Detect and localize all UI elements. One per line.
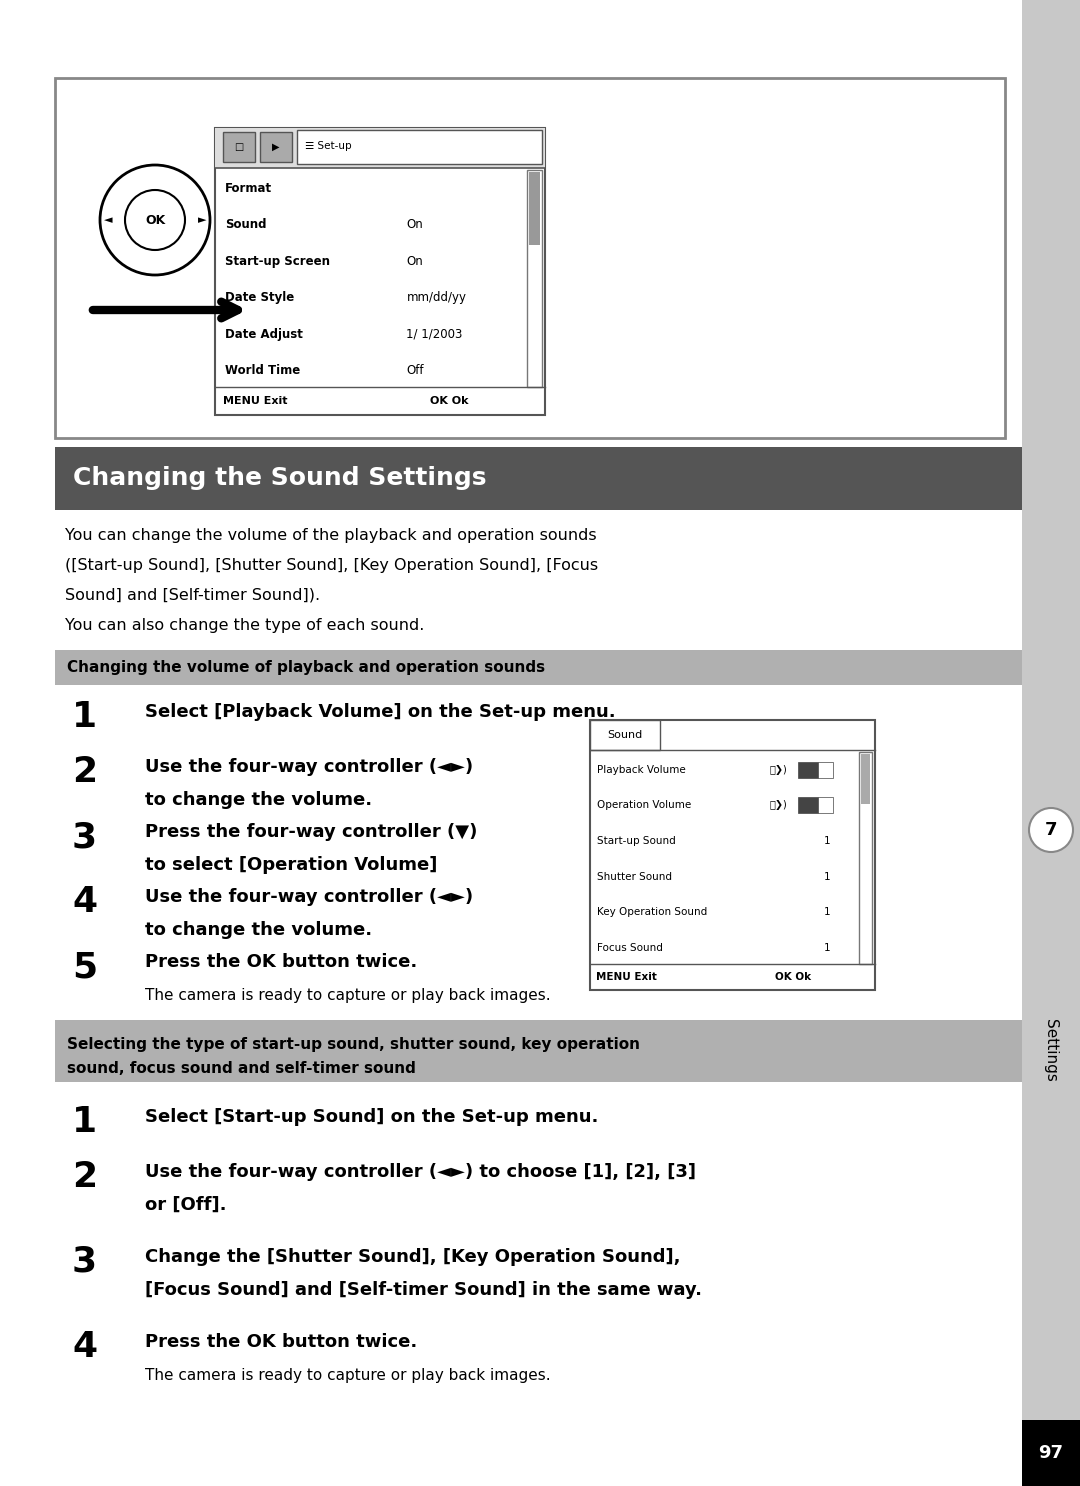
Text: Date Adjust: Date Adjust — [225, 327, 302, 340]
Text: Use the four-way controller (◄►): Use the four-way controller (◄►) — [145, 889, 473, 906]
Text: Start-up Screen: Start-up Screen — [225, 254, 330, 267]
Text: 1: 1 — [824, 908, 831, 917]
Text: Sound] and [Self-timer Sound]).: Sound] and [Self-timer Sound]). — [65, 588, 320, 603]
Text: World Time: World Time — [225, 364, 300, 377]
Circle shape — [1029, 808, 1074, 851]
Text: 1: 1 — [824, 837, 831, 846]
Text: ☰ Set-up: ☰ Set-up — [305, 141, 352, 152]
FancyBboxPatch shape — [55, 77, 1005, 438]
Text: OK: OK — [145, 214, 165, 226]
FancyBboxPatch shape — [1022, 1421, 1080, 1486]
Text: 7: 7 — [1044, 820, 1057, 840]
Text: Press the OK button twice.: Press the OK button twice. — [145, 1333, 417, 1351]
FancyBboxPatch shape — [590, 721, 875, 990]
Text: [Focus Sound] and [Self-timer Sound] in the same way.: [Focus Sound] and [Self-timer Sound] in … — [145, 1281, 702, 1299]
Text: 1: 1 — [824, 944, 831, 953]
Text: Format: Format — [225, 181, 272, 195]
Text: Start-up Sound: Start-up Sound — [597, 837, 676, 846]
Text: Press the four-way controller (▼): Press the four-way controller (▼) — [145, 823, 477, 841]
FancyBboxPatch shape — [859, 752, 872, 964]
FancyBboxPatch shape — [797, 798, 818, 813]
FancyBboxPatch shape — [297, 129, 542, 163]
Text: to change the volume.: to change the volume. — [145, 921, 373, 939]
Text: You can change the volume of the playback and operation sounds: You can change the volume of the playbac… — [65, 528, 596, 542]
Text: ⦿❯): ⦿❯) — [770, 765, 787, 774]
Text: ◄: ◄ — [104, 215, 112, 224]
Text: 1: 1 — [72, 1106, 97, 1138]
Text: Settings: Settings — [1043, 1018, 1058, 1082]
FancyBboxPatch shape — [1022, 0, 1080, 1486]
FancyBboxPatch shape — [818, 762, 833, 777]
Text: to change the volume.: to change the volume. — [145, 791, 373, 808]
Text: 2: 2 — [72, 755, 97, 789]
Text: OK Ok: OK Ok — [775, 972, 811, 982]
FancyBboxPatch shape — [222, 132, 255, 162]
Circle shape — [125, 190, 185, 250]
Text: MENU Exit: MENU Exit — [596, 972, 657, 982]
Text: Date Style: Date Style — [225, 291, 294, 305]
Text: Press the OK button twice.: Press the OK button twice. — [145, 953, 417, 970]
Text: 1: 1 — [824, 872, 831, 881]
Text: Operation Volume: Operation Volume — [597, 801, 691, 810]
Text: 4: 4 — [72, 886, 97, 918]
Text: Playback Volume: Playback Volume — [597, 765, 686, 774]
Text: Changing the volume of playback and operation sounds: Changing the volume of playback and oper… — [67, 660, 545, 675]
FancyBboxPatch shape — [55, 649, 1022, 685]
Text: Shutter Sound: Shutter Sound — [597, 872, 672, 881]
Text: 1/ 1/2003: 1/ 1/2003 — [406, 327, 462, 340]
Text: MENU Exit: MENU Exit — [222, 395, 287, 406]
Text: On: On — [406, 254, 423, 267]
Circle shape — [100, 165, 210, 275]
Text: ▶: ▶ — [272, 143, 280, 152]
Text: The camera is ready to capture or play back images.: The camera is ready to capture or play b… — [145, 988, 551, 1003]
Text: You can also change the type of each sound.: You can also change the type of each sou… — [65, 618, 424, 633]
FancyBboxPatch shape — [527, 169, 542, 386]
Text: Focus Sound: Focus Sound — [597, 944, 663, 953]
FancyBboxPatch shape — [590, 721, 660, 750]
Text: ⦿❯): ⦿❯) — [770, 801, 787, 810]
Text: sound, focus sound and self-timer sound: sound, focus sound and self-timer sound — [67, 1061, 416, 1076]
Text: On: On — [406, 218, 423, 232]
Text: Changing the Sound Settings: Changing the Sound Settings — [73, 467, 486, 490]
FancyBboxPatch shape — [55, 1019, 1022, 1082]
Text: Off: Off — [406, 364, 423, 377]
Text: 3: 3 — [72, 1245, 97, 1279]
Text: ([Start-up Sound], [Shutter Sound], [Key Operation Sound], [Focus: ([Start-up Sound], [Shutter Sound], [Key… — [65, 559, 598, 574]
Text: Key Operation Sound: Key Operation Sound — [597, 908, 707, 917]
Text: Selecting the type of start-up sound, shutter sound, key operation: Selecting the type of start-up sound, sh… — [67, 1037, 640, 1052]
Text: ►: ► — [198, 215, 206, 224]
Text: Sound: Sound — [607, 730, 643, 740]
FancyBboxPatch shape — [797, 762, 818, 777]
Text: OK Ok: OK Ok — [430, 395, 468, 406]
Text: The camera is ready to capture or play back images.: The camera is ready to capture or play b… — [145, 1369, 551, 1383]
FancyBboxPatch shape — [861, 753, 870, 804]
Text: mm/dd/yy: mm/dd/yy — [406, 291, 467, 305]
Text: Use the four-way controller (◄►): Use the four-way controller (◄►) — [145, 758, 473, 776]
Text: 1: 1 — [72, 700, 97, 734]
Text: Use the four-way controller (◄►) to choose [1], [2], [3]: Use the four-way controller (◄►) to choo… — [145, 1164, 696, 1181]
Text: 97: 97 — [1039, 1444, 1064, 1462]
Text: Change the [Shutter Sound], [Key Operation Sound],: Change the [Shutter Sound], [Key Operati… — [145, 1248, 680, 1266]
FancyBboxPatch shape — [215, 128, 545, 168]
Text: 3: 3 — [72, 820, 97, 854]
Text: to select [Operation Volume]: to select [Operation Volume] — [145, 856, 437, 874]
FancyBboxPatch shape — [818, 798, 833, 813]
Text: 5: 5 — [72, 950, 97, 984]
Text: □: □ — [234, 143, 244, 152]
Text: or [Off].: or [Off]. — [145, 1196, 227, 1214]
Text: 4: 4 — [72, 1330, 97, 1364]
Text: Select [Playback Volume] on the Set-up menu.: Select [Playback Volume] on the Set-up m… — [145, 703, 616, 721]
Text: Select [Start-up Sound] on the Set-up menu.: Select [Start-up Sound] on the Set-up me… — [145, 1109, 598, 1126]
Text: 2: 2 — [72, 1161, 97, 1193]
FancyBboxPatch shape — [260, 132, 292, 162]
FancyBboxPatch shape — [215, 128, 545, 415]
Text: Sound: Sound — [225, 218, 267, 232]
FancyBboxPatch shape — [529, 172, 540, 245]
FancyBboxPatch shape — [55, 447, 1022, 510]
